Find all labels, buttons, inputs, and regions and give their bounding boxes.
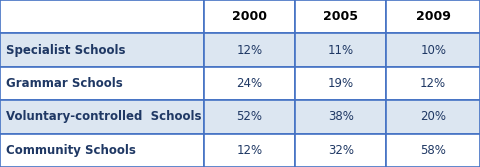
Text: 2005: 2005 bbox=[324, 10, 358, 23]
Text: 19%: 19% bbox=[328, 77, 354, 90]
Bar bbox=[386, 100, 480, 134]
Text: 2009: 2009 bbox=[416, 10, 451, 23]
Bar bbox=[295, 67, 386, 100]
Bar bbox=[0, 33, 204, 67]
Bar bbox=[204, 134, 295, 167]
Bar bbox=[295, 33, 386, 67]
Text: 24%: 24% bbox=[237, 77, 263, 90]
Bar bbox=[295, 134, 386, 167]
Bar bbox=[386, 67, 480, 100]
Text: 38%: 38% bbox=[328, 110, 354, 123]
Bar bbox=[204, 0, 295, 33]
Text: Voluntary-controlled  Schools: Voluntary-controlled Schools bbox=[6, 110, 201, 123]
Bar bbox=[0, 134, 204, 167]
Bar bbox=[0, 67, 204, 100]
Text: 32%: 32% bbox=[328, 144, 354, 157]
Bar bbox=[204, 100, 295, 134]
Bar bbox=[386, 0, 480, 33]
Bar bbox=[295, 100, 386, 134]
Bar bbox=[0, 100, 204, 134]
Text: 12%: 12% bbox=[420, 77, 446, 90]
Bar bbox=[0, 0, 204, 33]
Text: 12%: 12% bbox=[237, 144, 263, 157]
Text: Grammar Schools: Grammar Schools bbox=[6, 77, 122, 90]
Text: 2000: 2000 bbox=[232, 10, 267, 23]
Text: 11%: 11% bbox=[328, 44, 354, 57]
Bar bbox=[204, 33, 295, 67]
Text: 10%: 10% bbox=[420, 44, 446, 57]
Text: 52%: 52% bbox=[237, 110, 263, 123]
Text: Specialist Schools: Specialist Schools bbox=[6, 44, 125, 57]
Bar bbox=[204, 67, 295, 100]
Text: Community Schools: Community Schools bbox=[6, 144, 136, 157]
Bar bbox=[295, 0, 386, 33]
Text: 20%: 20% bbox=[420, 110, 446, 123]
Text: 12%: 12% bbox=[237, 44, 263, 57]
Bar bbox=[386, 134, 480, 167]
Bar bbox=[386, 33, 480, 67]
Text: 58%: 58% bbox=[420, 144, 446, 157]
